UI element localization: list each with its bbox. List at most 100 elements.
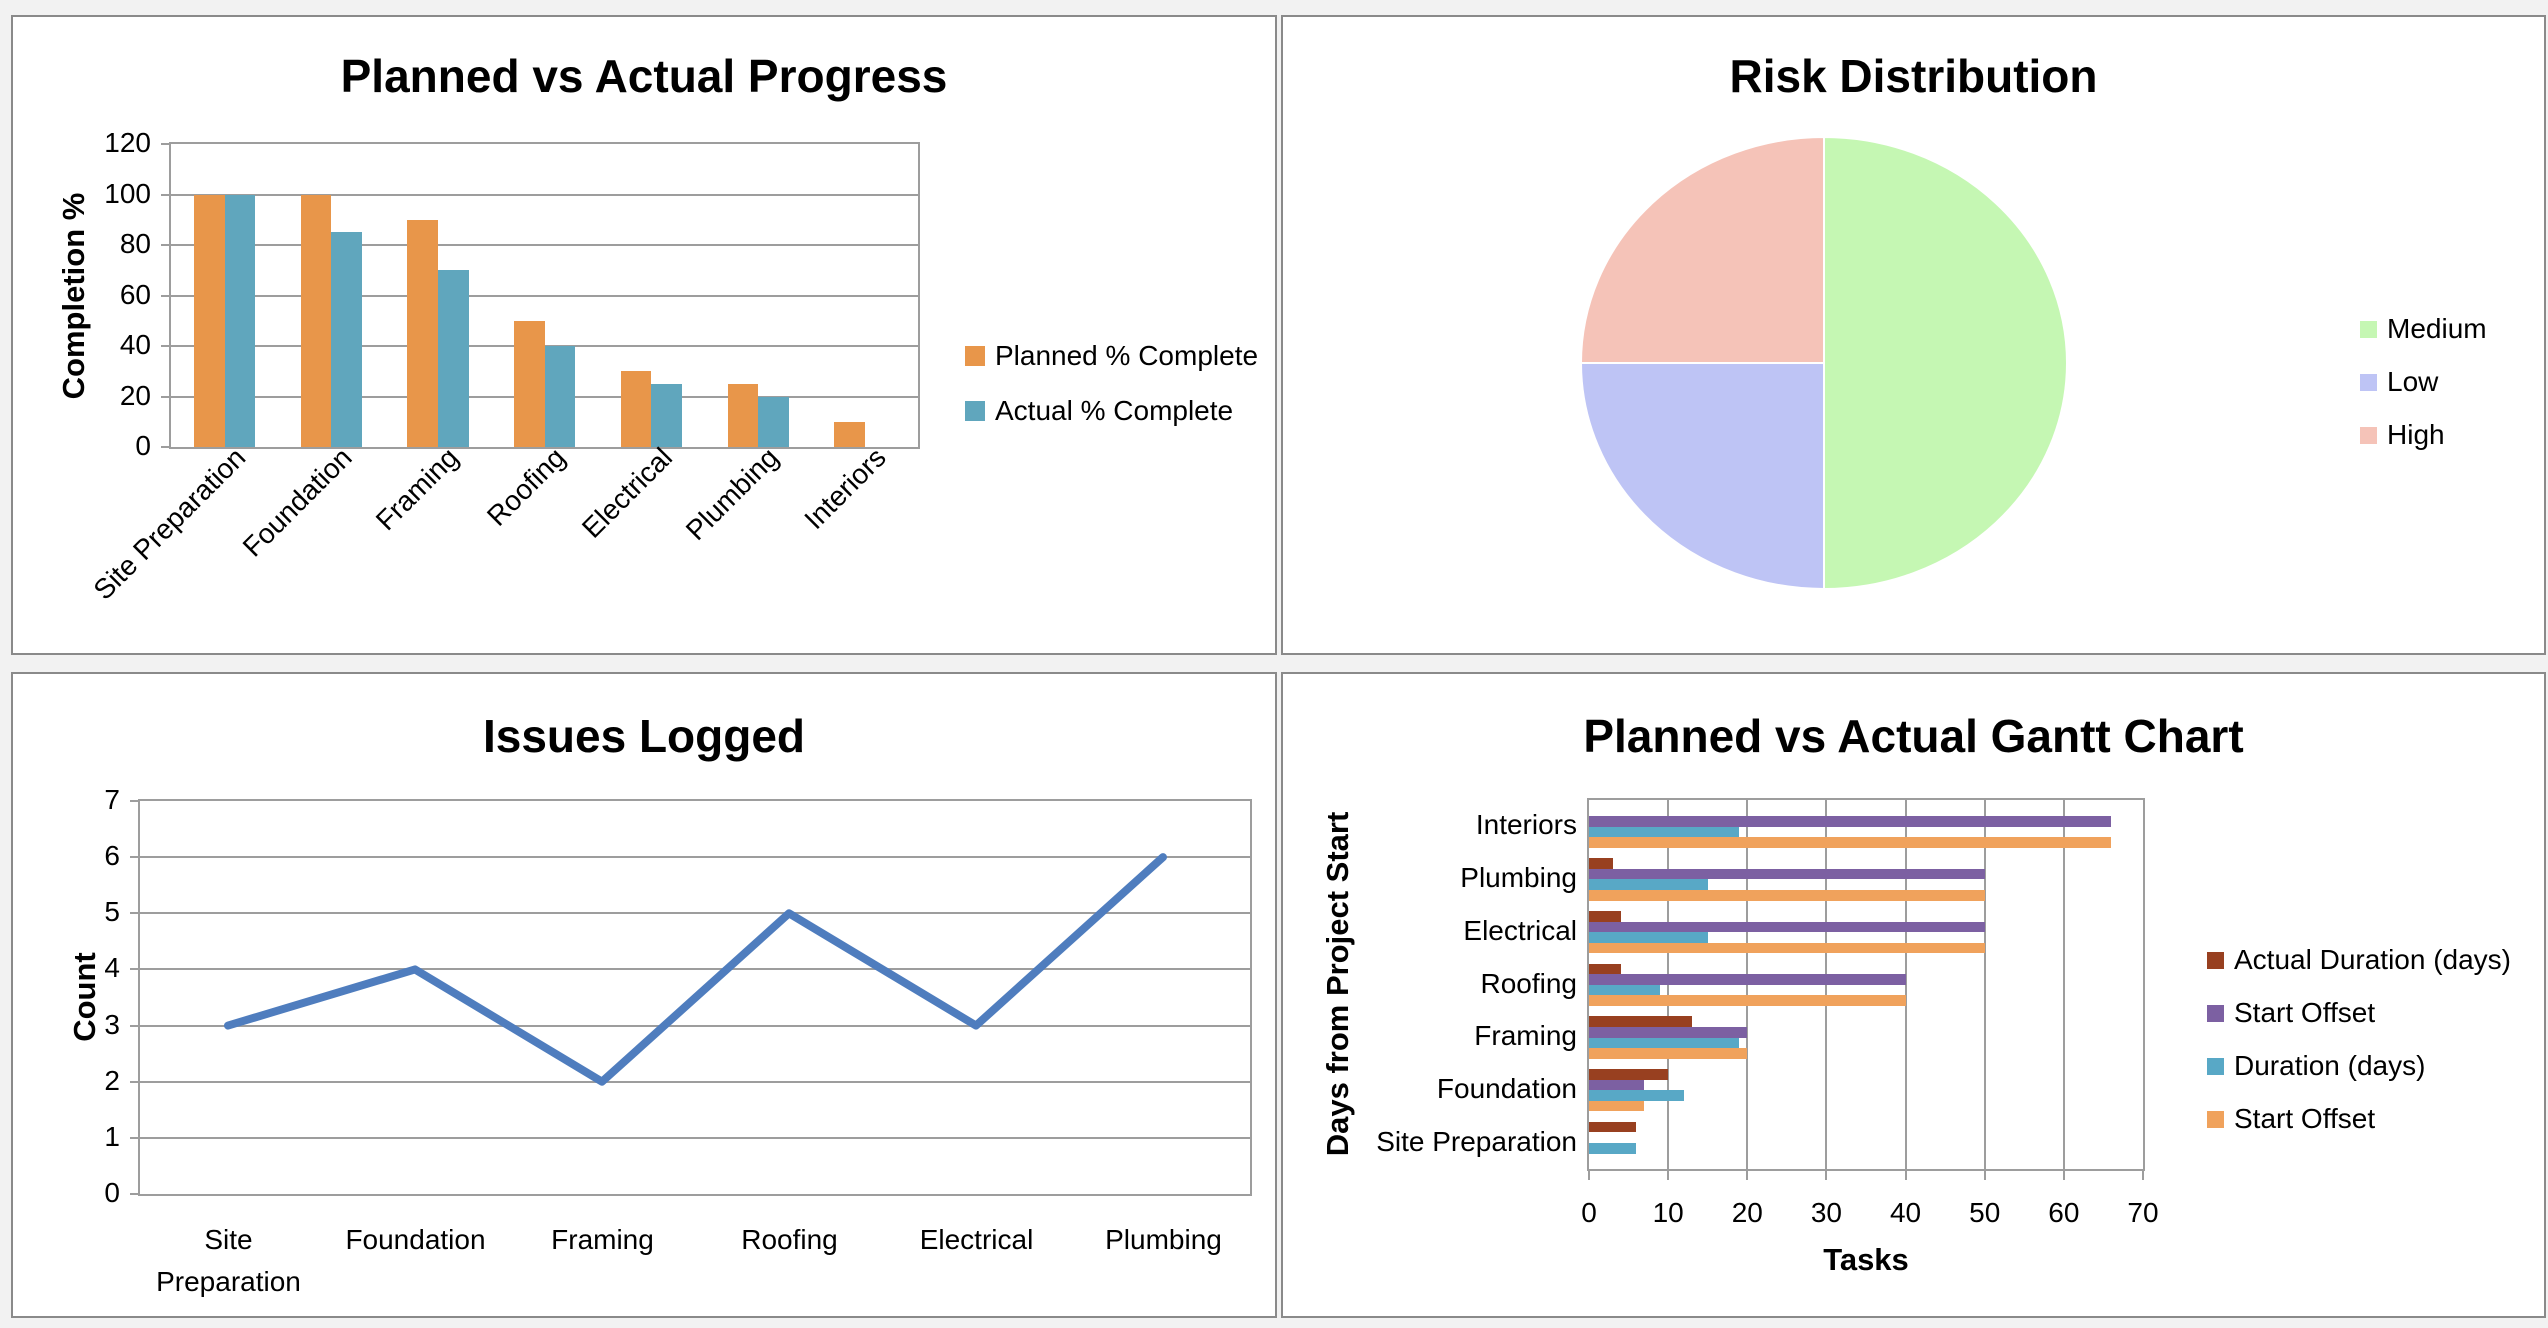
y-tick-label: 20 bbox=[119, 379, 151, 411]
y-axis-tick bbox=[130, 1193, 140, 1195]
gantt-bar bbox=[1589, 1090, 1684, 1101]
y-category-label: Foundation bbox=[1436, 1072, 1577, 1104]
gantt-bar bbox=[1589, 942, 1985, 954]
legend-label: High bbox=[2387, 419, 2445, 450]
y-axis-tick bbox=[130, 912, 140, 915]
legend-item: Start Offset bbox=[2207, 997, 2375, 1029]
gantt-bar bbox=[1589, 1026, 1748, 1038]
legend-label: Start Offset bbox=[2234, 1103, 2376, 1134]
bar-actual bbox=[438, 270, 469, 447]
legend-item: Start Offset bbox=[2207, 1103, 2375, 1135]
y-axis-tick bbox=[161, 143, 171, 145]
x-category-label: Framing bbox=[551, 1224, 654, 1255]
y-tick-label: 0 bbox=[135, 430, 151, 461]
gridline bbox=[171, 193, 918, 196]
y-tick-label: 40 bbox=[119, 329, 151, 360]
gantt-bar bbox=[1589, 1121, 1637, 1133]
issues-line-series bbox=[224, 853, 1167, 1086]
x-category-label: Roofing bbox=[741, 1224, 838, 1255]
legend-label: Duration (days) bbox=[2234, 1050, 2426, 1081]
gantt-x-axis-title: Tasks bbox=[1823, 1242, 1909, 1277]
gridline bbox=[171, 244, 918, 246]
y-axis-tick bbox=[130, 1080, 140, 1083]
x-category-label: Roofing bbox=[480, 441, 572, 532]
bar-planned bbox=[300, 194, 332, 447]
gantt-bar bbox=[1589, 1079, 1645, 1091]
pie-slice-high bbox=[1579, 135, 1825, 364]
y-axis-tick bbox=[161, 345, 171, 347]
y-category-label: Electrical bbox=[1463, 914, 1577, 946]
y-tick-label: 5 bbox=[104, 896, 120, 928]
y-axis-tick bbox=[161, 244, 171, 246]
gantt-bar bbox=[1589, 932, 1708, 943]
legend-label: Actual % Complete bbox=[995, 395, 1234, 426]
bar-planned bbox=[620, 371, 652, 447]
x-axis-tick bbox=[2142, 1171, 2144, 1180]
y-axis-tick bbox=[130, 1024, 140, 1027]
legend-swatch bbox=[2207, 1057, 2224, 1075]
y-category-label: Site Preparation bbox=[1376, 1125, 1577, 1157]
gantt-bar bbox=[1589, 1048, 1748, 1059]
y-tick-label: 120 bbox=[104, 127, 151, 158]
x-tick-label: 20 bbox=[1731, 1197, 1763, 1228]
legend-item: Low bbox=[2360, 366, 2438, 398]
legend-item: Medium bbox=[2360, 313, 2487, 345]
x-tick-label: 0 bbox=[1581, 1197, 1597, 1228]
progress-chart-panel[interactable]: Planned vs Actual Progress Completion % … bbox=[11, 15, 1277, 655]
progress-chart-title: Planned vs Actual Progress bbox=[340, 50, 948, 102]
gridline bbox=[140, 968, 1250, 971]
gridline bbox=[140, 1024, 1250, 1027]
x-category-label: Site Preparation bbox=[156, 1224, 301, 1297]
legend-label: Actual Duration (days) bbox=[2234, 944, 2512, 975]
gantt-bar bbox=[1589, 921, 1985, 933]
gantt-bar bbox=[1589, 816, 2112, 827]
legend-swatch bbox=[2360, 320, 2377, 338]
risk-chart-title: Risk Distribution bbox=[1729, 50, 2098, 102]
gantt-bar bbox=[1589, 890, 1985, 901]
x-category-label: Electrical bbox=[575, 441, 678, 544]
gantt-bar bbox=[1589, 974, 1906, 985]
bar-actual bbox=[544, 346, 576, 447]
gantt-bar bbox=[1589, 995, 1906, 1007]
gridline bbox=[140, 1136, 1250, 1139]
bar-planned bbox=[407, 219, 439, 447]
gantt-chart-title: Planned vs Actual Gantt Chart bbox=[1583, 710, 2244, 762]
gridline bbox=[140, 856, 1250, 859]
gridline bbox=[140, 1080, 1250, 1083]
bar-actual bbox=[758, 396, 789, 447]
legend-item: Actual % Complete bbox=[965, 395, 1233, 427]
y-category-label: Interiors bbox=[1475, 809, 1577, 841]
x-tick-label: 10 bbox=[1652, 1197, 1684, 1228]
x-category-label: Plumbing bbox=[1105, 1224, 1222, 1255]
legend-item: Actual Duration (days) bbox=[2207, 944, 2511, 976]
legend-item: Duration (days) bbox=[2207, 1050, 2425, 1082]
bar-actual bbox=[224, 194, 256, 447]
gantt-bar bbox=[1589, 879, 1708, 890]
x-category-label: Foundation bbox=[345, 1224, 486, 1255]
y-tick-label: 100 bbox=[104, 177, 151, 209]
gridline bbox=[1983, 800, 1986, 1169]
x-tick-label: 60 bbox=[2048, 1197, 2080, 1228]
x-axis-tick bbox=[1588, 1171, 1590, 1180]
y-tick-label: 3 bbox=[104, 1008, 120, 1040]
issues-chart-panel[interactable]: Issues Logged Count 0 1 2 3 4 5 6 7 Site Prepara… bbox=[11, 672, 1277, 1318]
gridline bbox=[2062, 800, 2065, 1169]
risk-chart-panel[interactable]: Risk Distribution Medium Low High bbox=[1281, 15, 2546, 655]
gantt-bar bbox=[1589, 1100, 1645, 1112]
y-tick-label: 4 bbox=[104, 952, 120, 984]
issues-chart-title: Issues Logged bbox=[482, 710, 806, 762]
bar-planned bbox=[514, 320, 545, 447]
gantt-bar bbox=[1589, 868, 1985, 880]
y-axis-tick bbox=[130, 968, 140, 971]
y-axis-tick bbox=[161, 294, 171, 297]
legend-swatch bbox=[2207, 1110, 2224, 1128]
x-category-label: Electrical bbox=[919, 1224, 1034, 1255]
x-tick-label: 70 bbox=[2127, 1197, 2159, 1228]
gantt-bar bbox=[1589, 963, 1621, 975]
y-axis-tick bbox=[130, 1136, 140, 1139]
gantt-chart-panel[interactable]: Planned vs Actual Gantt Chart Days from … bbox=[1281, 672, 2546, 1318]
legend-label: Medium bbox=[2387, 313, 2487, 344]
gridline bbox=[171, 294, 918, 297]
legend-swatch bbox=[965, 346, 985, 366]
legend-label: Low bbox=[2387, 366, 2439, 397]
